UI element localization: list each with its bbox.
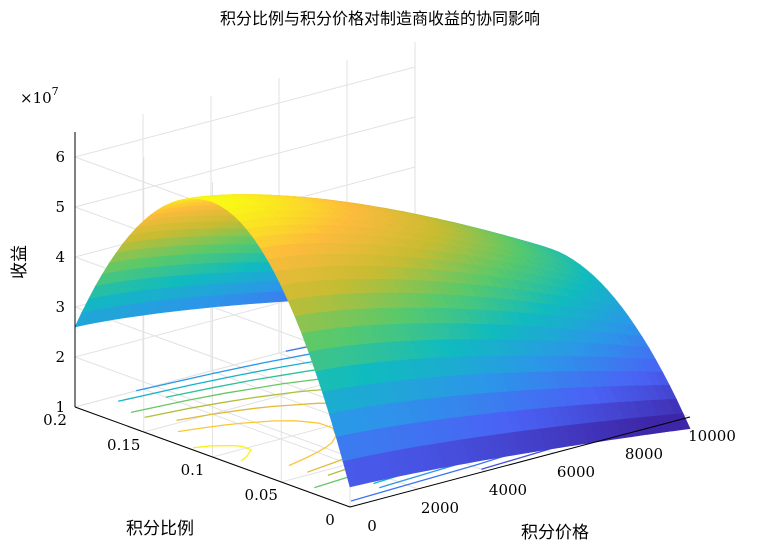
x-tick-label: 0 bbox=[367, 517, 377, 535]
z-exponent: ×107 bbox=[20, 85, 59, 107]
axis-line bbox=[349, 416, 691, 508]
x-tick-label: 2000 bbox=[421, 499, 459, 517]
y-tick-label: 0.15 bbox=[107, 436, 140, 454]
surface-patch bbox=[342, 459, 359, 488]
grid-line bbox=[74, 116, 416, 208]
contour-line bbox=[192, 444, 253, 462]
surface-plot bbox=[74, 194, 691, 488]
axes-box bbox=[74, 132, 691, 508]
y-tick-label: 0.05 bbox=[245, 486, 278, 504]
tick-labels: 0 2000 4000 6000 8000 10000 0 0.05 0.1 0.15 0.21 2 3… bbox=[43, 148, 736, 535]
x-tick-label: 8000 bbox=[625, 445, 663, 463]
y-tick-label: 0 bbox=[325, 511, 335, 529]
x-tick-label: 4000 bbox=[489, 481, 527, 499]
contour-line bbox=[177, 420, 337, 467]
y-axis-label: 积分比例 bbox=[126, 519, 194, 539]
y-tick-label: 0.1 bbox=[181, 461, 205, 479]
z-tick-label: 1 bbox=[55, 398, 65, 416]
z-tick-label: 2 bbox=[55, 348, 65, 366]
z-tick-label: 5 bbox=[55, 198, 65, 216]
z-tick-label: 3 bbox=[55, 298, 65, 316]
z-tick-label: 4 bbox=[55, 248, 65, 266]
chart-title: 积分比例与积分价格对制造商收益的协同影响 bbox=[220, 9, 540, 28]
grid-line bbox=[74, 66, 416, 158]
x-tick-label: 10000 bbox=[688, 427, 736, 445]
x-tick-label: 6000 bbox=[557, 463, 595, 481]
axis-line bbox=[74, 406, 351, 508]
z-axis-label: 收益 bbox=[10, 245, 30, 279]
y-tick-label: 0.2 bbox=[43, 411, 67, 429]
x-axis-label: 积分价格 bbox=[521, 523, 589, 543]
z-tick-label: 6 bbox=[55, 148, 65, 166]
